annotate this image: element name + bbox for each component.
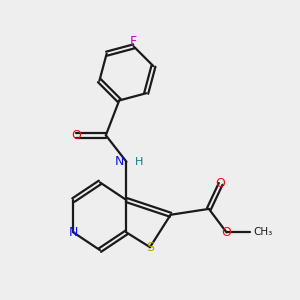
Text: N: N	[114, 155, 124, 168]
Text: H: H	[135, 157, 144, 167]
Text: O: O	[216, 177, 226, 190]
Text: CH₃: CH₃	[253, 227, 272, 237]
Text: N: N	[69, 226, 78, 239]
Text: O: O	[222, 226, 232, 239]
Text: F: F	[130, 34, 137, 48]
Text: O: O	[71, 129, 81, 142]
Text: S: S	[146, 241, 154, 254]
